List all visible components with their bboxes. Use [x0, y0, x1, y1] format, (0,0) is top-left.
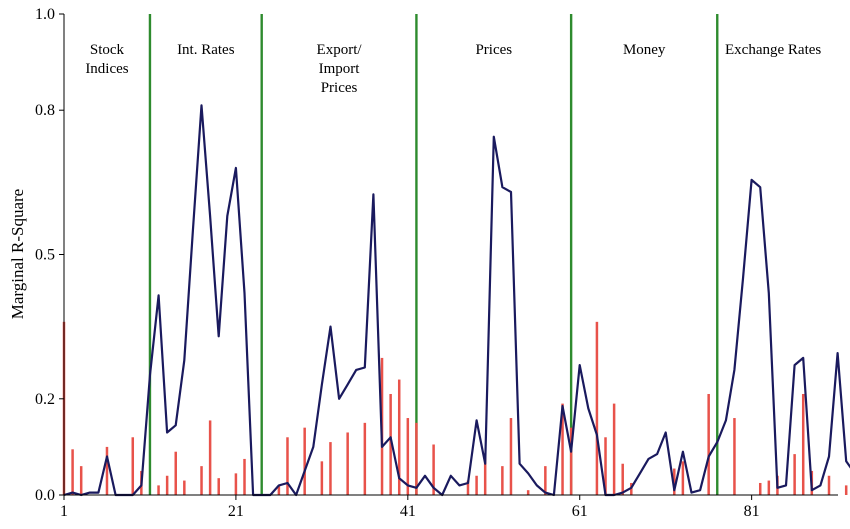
group-label-3: Export/ [317, 42, 363, 58]
bar [526, 490, 530, 495]
bar [363, 422, 367, 495]
bar [346, 432, 349, 495]
bar [844, 485, 848, 495]
bar [320, 461, 324, 495]
bar [303, 427, 306, 495]
bar [71, 449, 74, 495]
x-tick-label: 41 [400, 503, 416, 520]
bar [243, 458, 246, 495]
bar [707, 393, 710, 495]
bar [157, 485, 160, 495]
bar [277, 485, 281, 495]
bar [733, 418, 736, 495]
bar [286, 437, 289, 495]
bar [131, 437, 135, 495]
x-tick-label: 81 [744, 503, 760, 520]
bar [329, 442, 332, 495]
y-axis-label: Marginal R-Square [8, 189, 27, 319]
bar [165, 475, 169, 495]
bar [389, 393, 392, 495]
bar [406, 418, 410, 495]
group-label-4: Prices [475, 42, 512, 58]
group-label-1: Stock [90, 42, 125, 58]
bar [673, 468, 676, 495]
bar [483, 456, 487, 495]
bar [758, 482, 762, 495]
bar [561, 403, 564, 495]
line-series-path [63, 104, 850, 497]
bar [217, 478, 220, 495]
bar [432, 444, 435, 495]
bar [793, 454, 796, 495]
bar [475, 475, 478, 495]
bar [801, 393, 805, 495]
group-label-3: Prices [321, 80, 358, 96]
bar [105, 446, 109, 495]
group-labels: Stock Indices Int. Rates Export/Import Price… [85, 42, 821, 96]
group-label-3: Import [319, 61, 361, 77]
x-tick-label: 1 [60, 503, 68, 520]
y-tick-label: 0.5 [35, 247, 55, 264]
bar [612, 403, 616, 495]
bar [174, 451, 177, 495]
axes: 0.0 0.2 0.5 0.8 1.0 1 21 41 61 81 [35, 6, 838, 520]
bar [681, 461, 685, 495]
y-tick-label: 0.2 [35, 391, 55, 408]
bar [200, 466, 203, 495]
bar [509, 418, 513, 495]
bar [183, 480, 186, 495]
bar [604, 437, 607, 495]
y-tick-label: 0.8 [35, 102, 55, 119]
bar-series [62, 321, 848, 495]
bar [397, 379, 401, 495]
bar [415, 422, 418, 495]
y-tick-label: 1.0 [35, 6, 55, 23]
group-label-6: Exchange Rates [725, 42, 821, 58]
bar [501, 466, 504, 495]
bar [827, 475, 831, 495]
bar [466, 480, 470, 495]
group-label-2: Int. Rates [177, 42, 235, 58]
bar [544, 466, 547, 495]
bar [621, 463, 624, 495]
group-separators [148, 14, 719, 495]
bar [208, 420, 212, 495]
bar [79, 466, 83, 495]
x-tick-label: 61 [572, 503, 588, 520]
line-series [63, 104, 850, 497]
y-tick-label: 0.0 [35, 487, 55, 504]
bar [595, 321, 599, 495]
group-label-1: Indices [85, 61, 128, 77]
x-tick-label: 21 [228, 503, 244, 520]
bar [767, 480, 771, 495]
group-label-5: Money [623, 42, 666, 58]
bar [569, 427, 573, 495]
bar [234, 473, 238, 495]
